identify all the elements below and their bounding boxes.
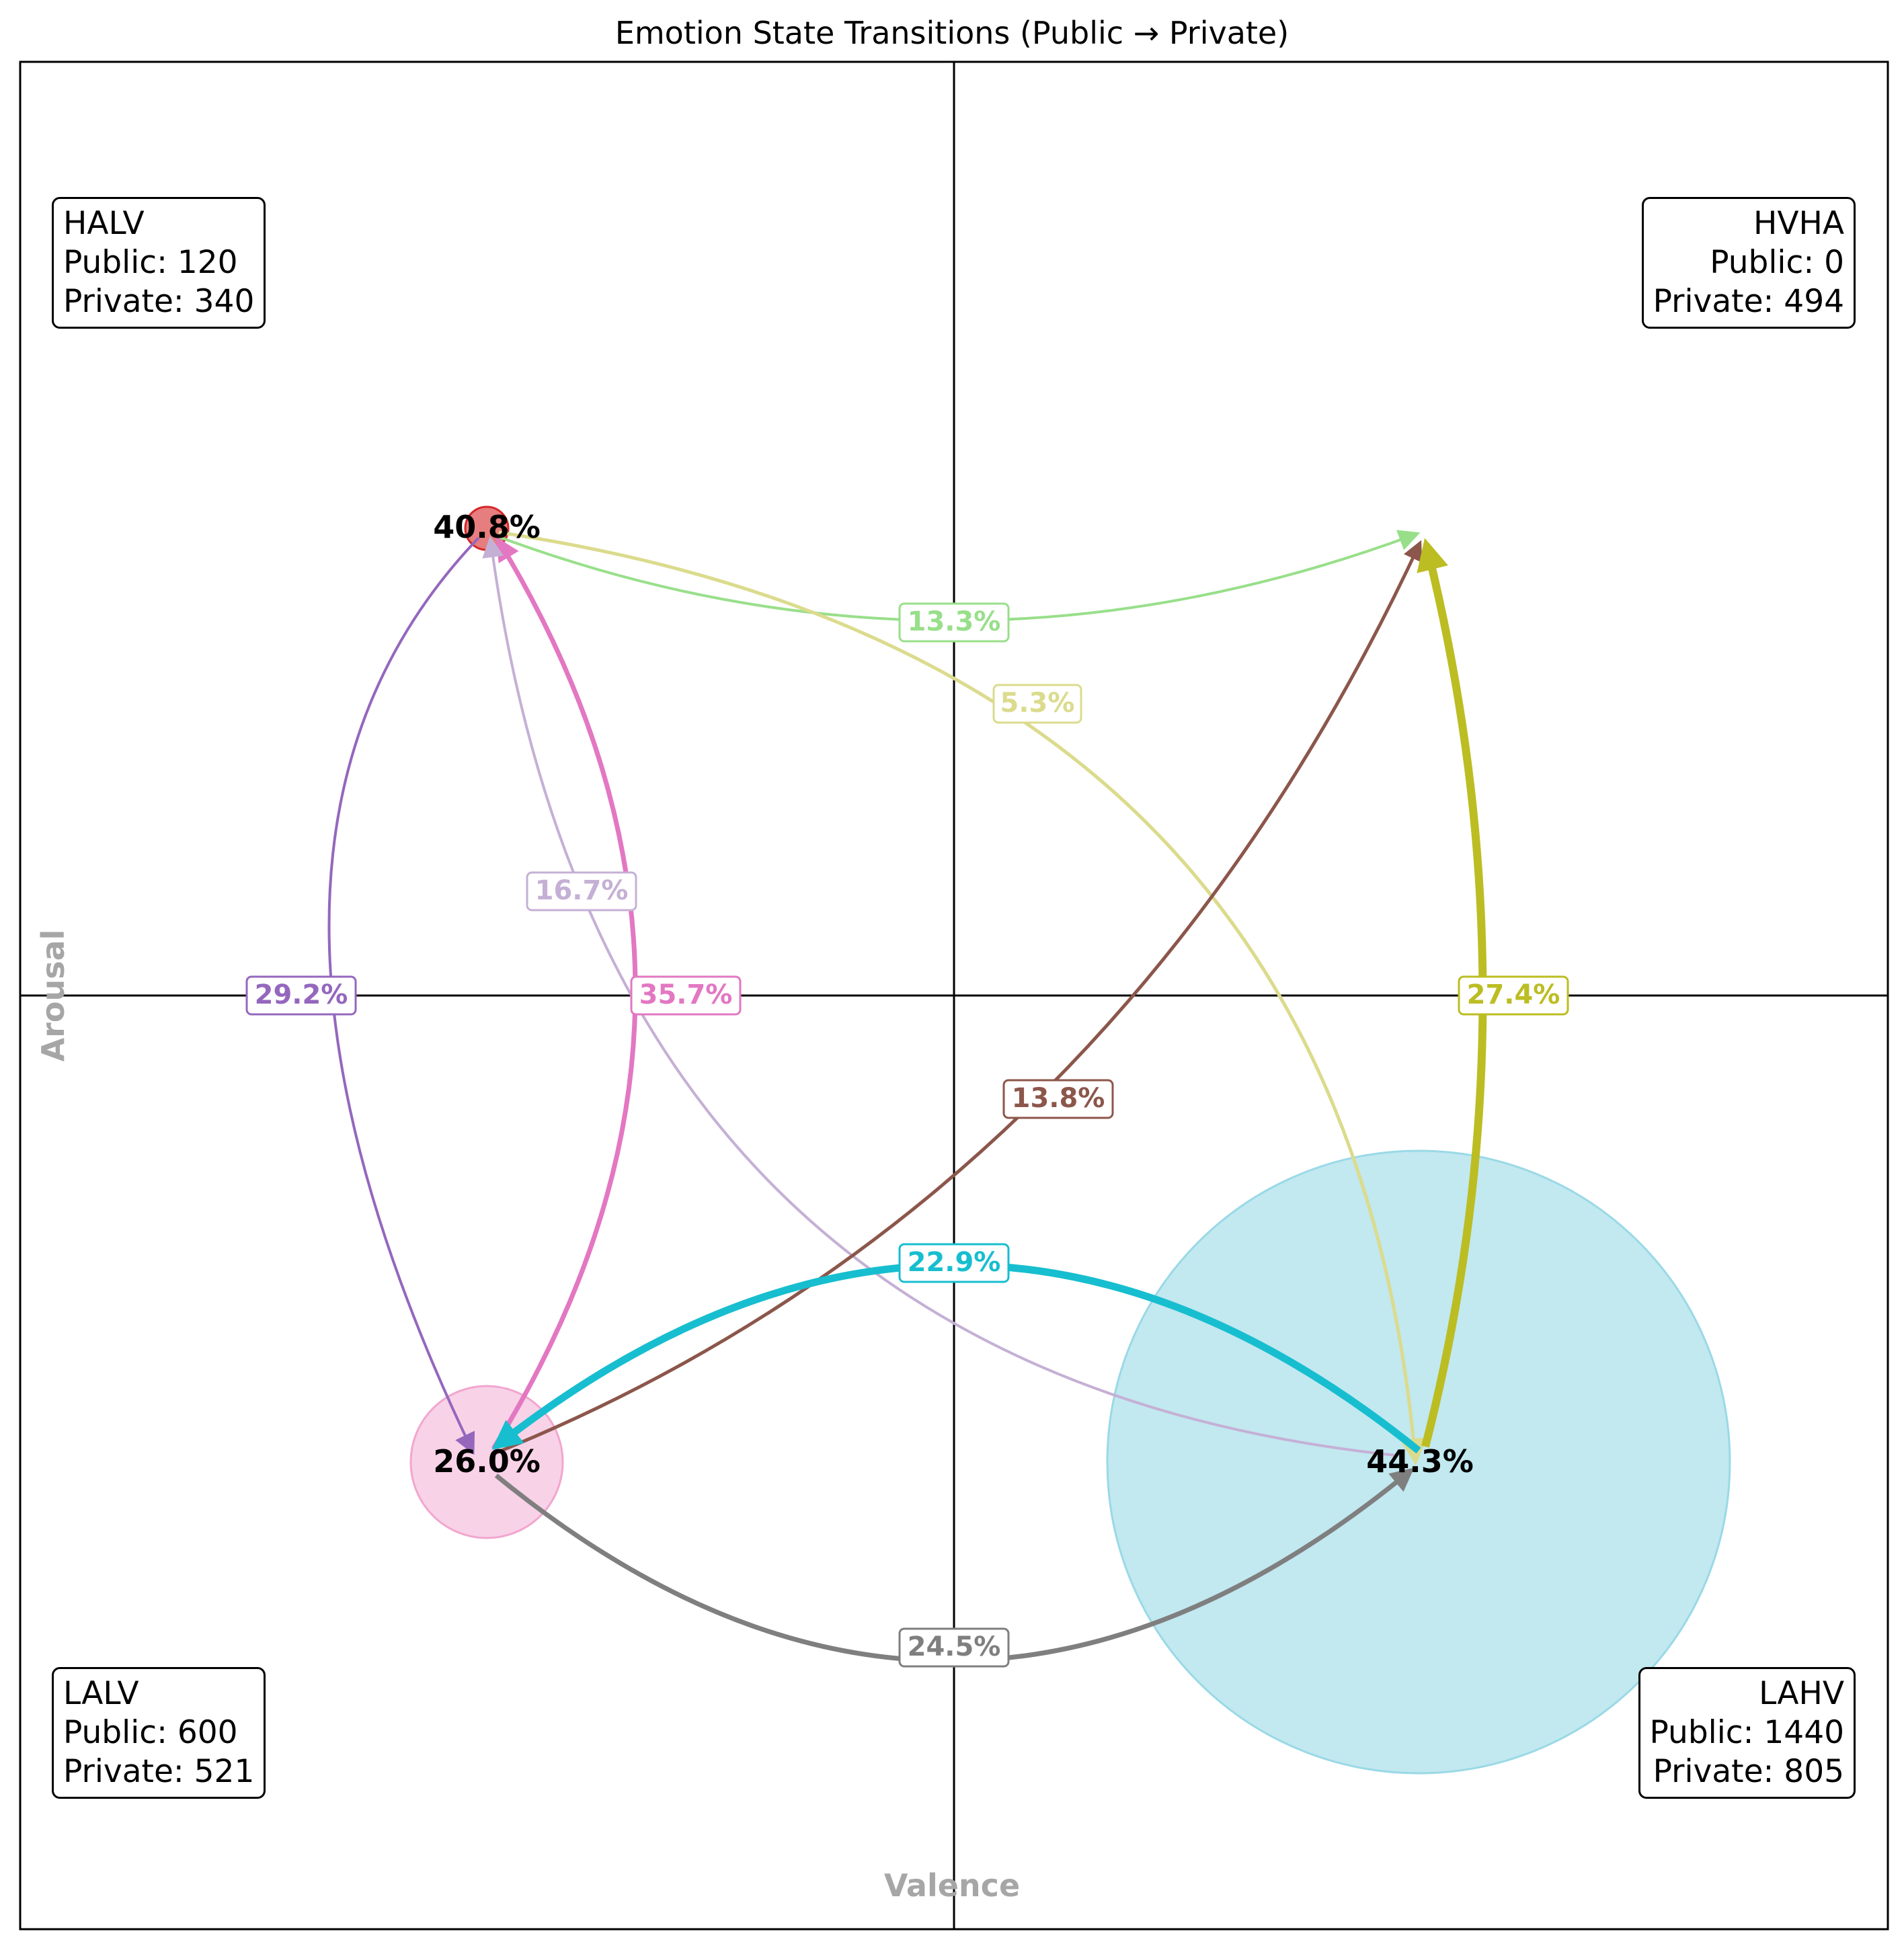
edge-label-halv-lahv: 5.3%: [992, 684, 1082, 724]
edge-label-text: 24.5%: [908, 1631, 1001, 1662]
edge-label-text: 13.8%: [1012, 1083, 1105, 1114]
quadrant-private-count: Private: 494: [1653, 283, 1844, 320]
edge-label-text: 16.7%: [535, 875, 629, 906]
edge-halv-to-lalv: [327, 536, 480, 1455]
quadrant-name: HVHA: [1753, 205, 1844, 242]
quadrant-name: LALV: [63, 1675, 139, 1712]
quadrant-name: LAHV: [1759, 1675, 1844, 1712]
quadrant-private-count: Private: 805: [1653, 1753, 1844, 1790]
edge-label-halv-hvha: 13.3%: [898, 602, 1010, 643]
edge-label-lahv-halv: 16.7%: [526, 871, 637, 911]
quadrant-private-count: Private: 340: [63, 283, 255, 320]
x-axis-label: Valence: [883, 1867, 1021, 1904]
y-axis-label: Arousal: [35, 929, 71, 1062]
quadrant-public-count: Public: 120: [63, 244, 238, 281]
edge-label-text: 22.9%: [908, 1247, 1001, 1278]
edge-label-lahv-lalv: 22.9%: [898, 1243, 1010, 1283]
quadrant-public-count: Public: 0: [1710, 244, 1844, 281]
edge-label-lahv-hvha: 27.4%: [1458, 975, 1569, 1016]
quadrant-box-lalv: LALV Public: 600 Private: 521: [52, 1667, 266, 1799]
quadrant-private-count: Private: 521: [63, 1753, 255, 1790]
edge-label-text: 5.3%: [1000, 688, 1075, 719]
edge-label-lalv-halv: 35.7%: [630, 975, 742, 1016]
edge-label-text: 13.3%: [908, 606, 1001, 637]
node-lahv-label: 44.3%: [1366, 1443, 1474, 1479]
node-halv-label: 40.8%: [433, 509, 541, 545]
quadrant-box-lahv: LAHV Public: 1440 Private: 805: [1638, 1667, 1856, 1799]
quadrant-name: HALV: [63, 205, 145, 242]
chart-title: Emotion State Transitions (Public → Priv…: [614, 15, 1290, 51]
edge-lahv-to-halv: [482, 536, 1396, 1457]
edge-label-text: 29.2%: [255, 979, 348, 1010]
quadrant-public-count: Public: 1440: [1649, 1714, 1844, 1751]
edge-label-lalv-lahv: 24.5%: [898, 1627, 1010, 1668]
edge-halv-to-lahv: [498, 530, 1427, 1465]
quadrant-public-count: Public: 600: [63, 1714, 238, 1751]
edge-label-halv-lalv: 29.2%: [245, 975, 357, 1016]
node-lalv-label: 26.0%: [433, 1443, 541, 1479]
edge-label-text: 27.4%: [1467, 979, 1560, 1010]
edge-label-lalv-hvha: 13.8%: [1002, 1079, 1114, 1119]
quadrant-box-halv: HALV Public: 120 Private: 340: [52, 197, 266, 329]
quadrant-box-hvha: HVHA Public: 0 Private: 494: [1641, 197, 1856, 329]
edge-label-text: 35.7%: [639, 979, 733, 1010]
